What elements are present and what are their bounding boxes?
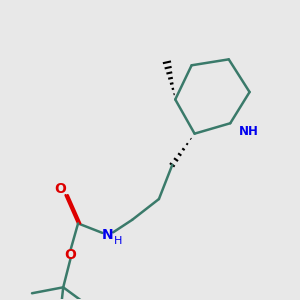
Text: NH: NH: [239, 125, 259, 138]
Text: O: O: [65, 248, 76, 262]
Text: O: O: [54, 182, 66, 196]
Text: H: H: [113, 236, 122, 246]
Text: N: N: [102, 228, 114, 242]
